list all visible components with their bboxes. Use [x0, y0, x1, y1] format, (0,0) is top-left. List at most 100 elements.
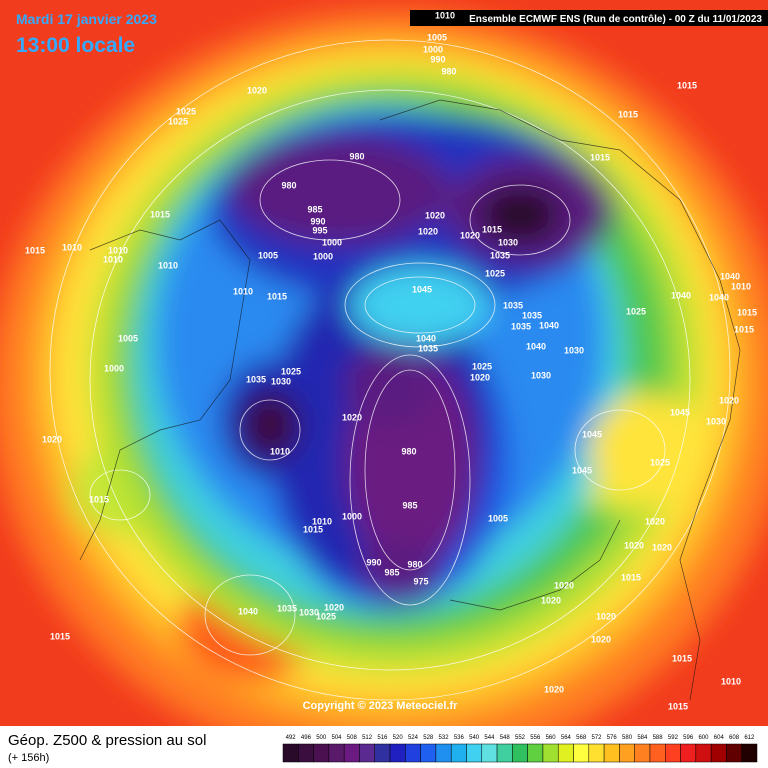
pressure-label: 1010 — [103, 254, 123, 264]
pressure-label: 1020 — [645, 516, 665, 526]
colorbar-label: 580 — [622, 735, 633, 741]
date: Mardi 17 janvier 2023 — [16, 11, 157, 27]
coastlines — [79, 99, 741, 701]
colorbar-swatch — [726, 743, 742, 763]
pressure-label: 1015 — [668, 701, 688, 711]
pressure-label: 1015 — [482, 224, 502, 234]
pressure-label: 1020 — [470, 372, 490, 382]
pressure-label: 980 — [349, 151, 364, 161]
colorbar-swatch — [695, 743, 712, 763]
pressure-label: 1025 — [650, 457, 670, 467]
colorbar-swatch — [542, 743, 559, 763]
pressure-label: 1020 — [624, 540, 644, 550]
colorbar-label: 508 — [347, 735, 358, 741]
colorbar: 492 496 500 504 508 512 516 520 524 528 532 536 540 5… — [282, 735, 758, 763]
colorbar-label: 612 — [744, 735, 755, 741]
colorbar-label: 568 — [576, 735, 587, 741]
pressure-label: 1015 — [734, 324, 754, 334]
pressure-label: 1035 — [418, 343, 438, 353]
pressure-label: 1025 — [281, 366, 301, 376]
pressure-label: 1000 — [322, 237, 342, 247]
colorbar-swatch — [435, 743, 452, 763]
pressure-label: 980 — [281, 180, 296, 190]
pressure-label: 1015 — [618, 109, 638, 119]
pressure-label: 1045 — [582, 429, 602, 439]
pressure-label: 1020 — [418, 226, 438, 236]
pressure-labels: 1020 1025 1025 980 980 985 990 995 1000 1000 1005 1… — [25, 10, 757, 711]
colorbar-swatch — [603, 743, 620, 763]
colorbar-label: 548 — [500, 735, 511, 741]
pressure-label: 995 — [312, 225, 327, 235]
pressure-label: 1000 — [313, 251, 333, 261]
colorbar-swatch — [359, 743, 375, 763]
footer-title: Géop. Z500 & pression au sol — [8, 732, 206, 749]
pressure-label: 1020 — [554, 580, 574, 590]
isobars — [49, 39, 731, 701]
pressure-label: 1005 — [258, 250, 278, 260]
colorbar-swatch — [282, 743, 299, 763]
pressure-label: 1040 — [709, 292, 729, 302]
colorbar-swatch — [680, 743, 697, 763]
pressure-label: 985 — [384, 567, 399, 577]
colorbar-label: 560 — [546, 735, 557, 741]
colorbar-swatch — [634, 743, 651, 763]
colorbar-label: 588 — [653, 735, 664, 741]
pressure-label: 1015 — [303, 524, 323, 534]
colorbar-swatch — [374, 743, 391, 763]
pressure-label: 980 — [441, 66, 456, 76]
pressure-label: 1025 — [168, 116, 188, 126]
colorbar-label: 540 — [469, 735, 480, 741]
colorbar-label: 496 — [301, 735, 312, 741]
pressure-label: 1015 — [737, 307, 757, 317]
colorbar-label: 584 — [637, 735, 648, 741]
colorbar-label: 544 — [484, 735, 495, 741]
pressure-label: 1045 — [572, 465, 592, 475]
pressure-label: 1015 — [590, 152, 610, 162]
pressure-label: 1015 — [672, 653, 692, 663]
colorbar-swatch — [619, 743, 635, 763]
colorbar-swatch — [573, 743, 590, 763]
pressure-label: 1040 — [416, 333, 436, 343]
colorbar-swatch — [665, 743, 681, 763]
run-info: Ensemble ECMWF ENS (Run de contrôle) - 0… — [469, 14, 762, 25]
colorbar-swatch — [481, 743, 498, 763]
colorbar-label: 608 — [729, 735, 740, 741]
pressure-label: 1015 — [150, 209, 170, 219]
pressure-label: 1010 — [435, 10, 455, 20]
pressure-label: 1020 — [719, 395, 739, 405]
colorbar-swatch — [405, 743, 421, 763]
pressure-label: 1000 — [104, 363, 124, 373]
colorbar-label: 504 — [332, 735, 343, 741]
colorbar-swatch — [328, 743, 345, 763]
colorbar-label: 528 — [423, 735, 434, 741]
pressure-label: 985 — [307, 204, 322, 214]
pressure-label: 1035 — [490, 250, 510, 260]
pressure-label: 1010 — [158, 260, 178, 270]
pressure-label: 1030 — [564, 345, 584, 355]
colorbar-label: 564 — [561, 735, 572, 741]
pressure-label: 1015 — [50, 631, 70, 641]
run-banner — [410, 10, 768, 26]
pressure-label: 990 — [430, 54, 445, 64]
colorbar-label: 576 — [607, 735, 618, 741]
pressure-label: 1030 — [498, 237, 518, 247]
pressure-label: 1030 — [299, 607, 319, 617]
pressure-label: 1020 — [342, 412, 362, 422]
pressure-label: 1005 — [488, 513, 508, 523]
pressure-label: 1020 — [596, 611, 616, 621]
pressure-label: 975 — [413, 576, 428, 586]
pressure-label: 1020 — [652, 542, 672, 552]
colorbar-label: 552 — [515, 735, 526, 741]
pressure-label: 1010 — [312, 516, 332, 526]
colorbar-swatch — [420, 743, 437, 763]
pressure-label: 1020 — [460, 230, 480, 240]
height-field — [0, 10, 768, 726]
pressure-label: 1015 — [25, 245, 45, 255]
colorbar-swatch — [527, 743, 544, 763]
colorbar-swatch — [649, 743, 666, 763]
colorbar-swatch — [710, 743, 727, 763]
colorbar-label: 492 — [286, 735, 297, 741]
pressure-label: 1045 — [412, 284, 432, 294]
colorbar-swatch — [298, 743, 314, 763]
